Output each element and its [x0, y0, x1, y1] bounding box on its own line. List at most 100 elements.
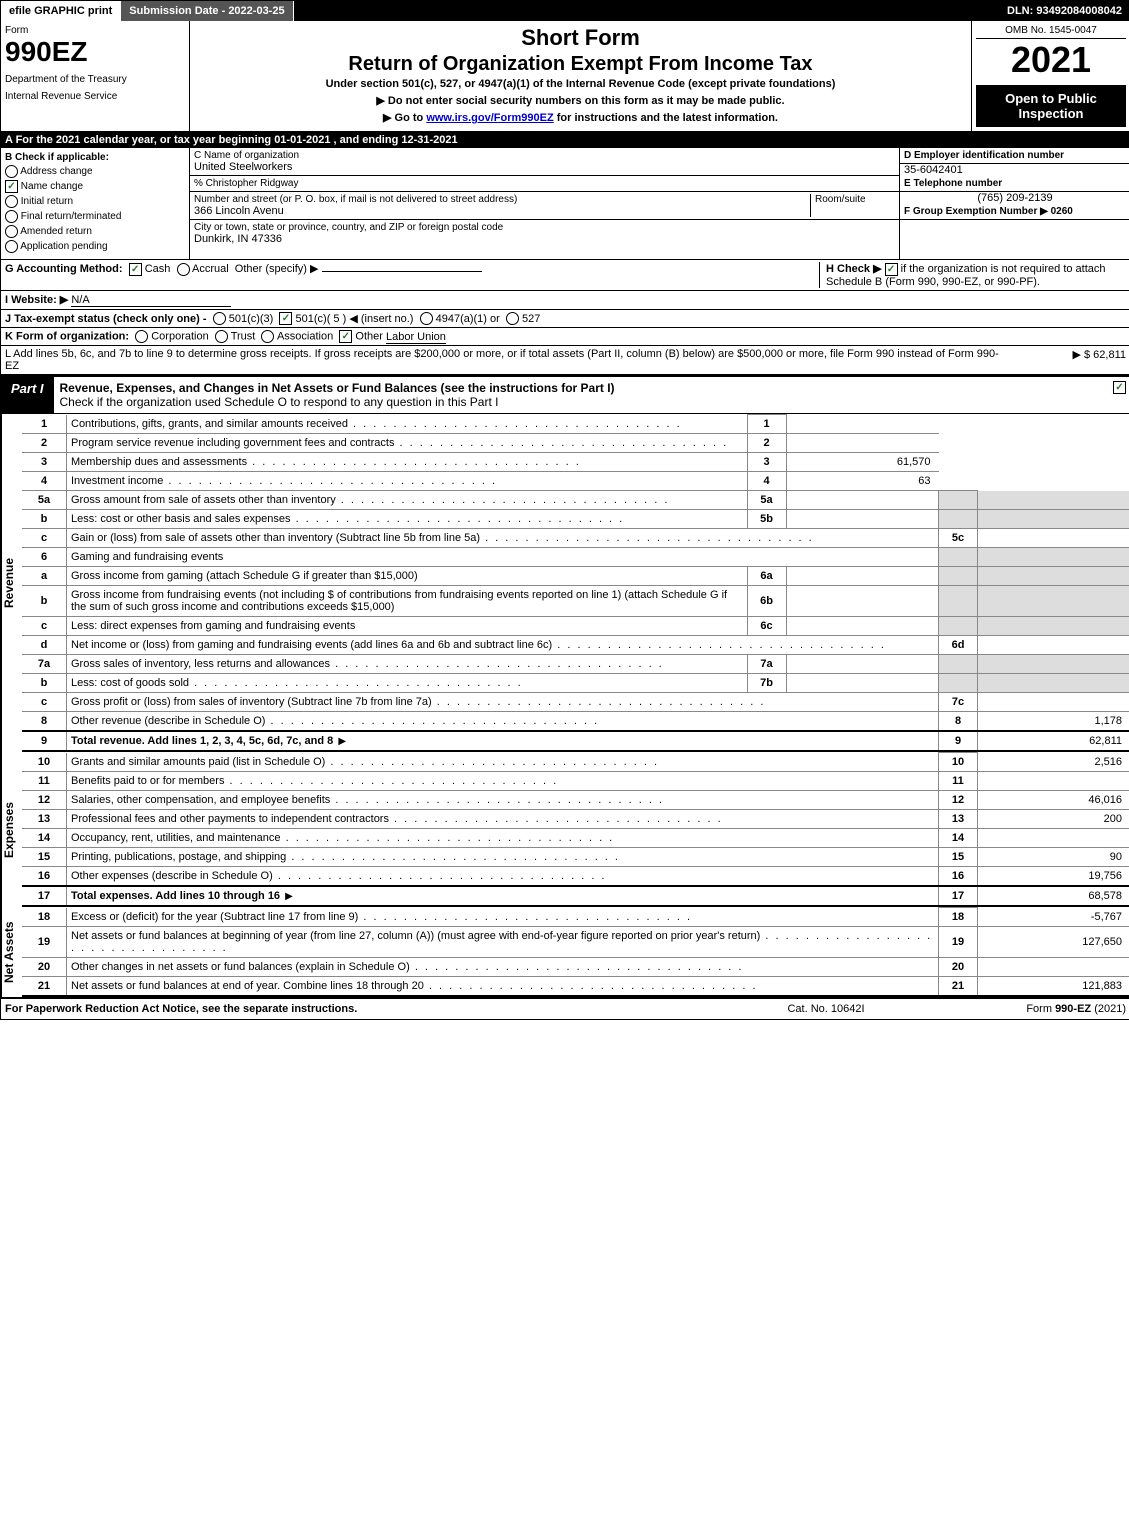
col-b-checkboxes: B Check if applicable: Address change Na… [1, 148, 190, 259]
short-form-title: Short Form [194, 25, 967, 51]
care-of: % Christopher Ridgway [194, 178, 299, 189]
street-address: 366 Lincoln Avenu [194, 205, 284, 217]
ein-value: 35-6042401 [900, 164, 1129, 176]
row-j-tax-exempt: J Tax-exempt status (check only one) - 5… [1, 310, 1129, 329]
i-label: I Website: ▶ [5, 294, 68, 306]
goto-pre: ▶ Go to [383, 112, 426, 124]
row-l-gross-receipts: L Add lines 5b, 6c, and 7b to line 9 to … [1, 346, 1129, 375]
l-amount: ▶ $ 62,811 [1006, 348, 1126, 372]
chk-name-change[interactable]: Name change [5, 180, 185, 193]
arrow-icon [336, 735, 348, 747]
revenue-label: Revenue [1, 414, 22, 752]
revenue-section: Revenue 1Contributions, gifts, grants, a… [1, 414, 1129, 752]
paperwork-notice: For Paperwork Reduction Act Notice, see … [5, 1003, 726, 1015]
other-org-value: Labor Union [386, 331, 446, 344]
irs-link[interactable]: www.irs.gov/Form990EZ [426, 112, 553, 124]
chk-501c3[interactable] [213, 312, 226, 325]
other-specify-input[interactable] [322, 271, 482, 272]
chk-application-pending[interactable]: Application pending [5, 240, 185, 253]
street-block: Number and street (or P. O. box, if mail… [190, 192, 899, 220]
accounting-method: G Accounting Method: Cash Accrual Other … [5, 262, 819, 288]
expenses-section: Expenses 10Grants and similar amounts pa… [1, 752, 1129, 907]
expenses-table: 10Grants and similar amounts paid (list … [22, 752, 1129, 907]
group-exemption: F Group Exemption Number ▶ 0260 [900, 204, 1129, 220]
subtitle: Under section 501(c), 527, or 4947(a)(1)… [194, 78, 967, 90]
dln-number: DLN: 93492084008042 [999, 1, 1129, 21]
part-i-tab: Part I [1, 377, 54, 413]
chk-527[interactable] [506, 312, 519, 325]
chk-association[interactable] [261, 330, 274, 343]
info-grid: B Check if applicable: Address change Na… [1, 148, 1129, 260]
website-value: N/A [71, 294, 231, 307]
dept-treasury: Department of the Treasury [5, 74, 185, 85]
k-label: K Form of organization: [5, 331, 129, 343]
form-number: 990EZ [5, 36, 185, 68]
chk-address-change[interactable]: Address change [5, 165, 185, 178]
chk-other-org[interactable] [339, 330, 352, 343]
main-title: Return of Organization Exempt From Incom… [194, 53, 967, 76]
chk-schedule-b[interactable] [885, 263, 898, 276]
header-center: Short Form Return of Organization Exempt… [190, 21, 972, 131]
header-left: Form 990EZ Department of the Treasury In… [1, 21, 190, 131]
revenue-table: 1Contributions, gifts, grants, and simil… [22, 414, 1129, 752]
room-suite-label: Room/suite [810, 194, 895, 217]
goto-post: for instructions and the latest informat… [554, 112, 778, 124]
h-check: H Check ▶ if the organization is not req… [819, 262, 1126, 288]
col-d-ids: D Employer identification number 35-6042… [900, 148, 1129, 259]
city-state-zip: Dunkirk, IN 47336 [194, 233, 282, 245]
chk-accrual[interactable] [177, 263, 190, 276]
arrow-icon [283, 890, 295, 902]
row-g-h: G Accounting Method: Cash Accrual Other … [1, 260, 1129, 291]
tax-year: 2021 [976, 39, 1126, 81]
net-assets-table: 18Excess or (deficit) for the year (Subt… [22, 907, 1129, 997]
h-label: H Check ▶ [826, 263, 882, 275]
tel-value: (765) 209-2139 [900, 192, 1129, 204]
chk-schedule-o[interactable] [1113, 381, 1126, 394]
part-i-header: Part I Revenue, Expenses, and Changes in… [1, 375, 1129, 414]
org-name-block: C Name of organization United Steelworke… [190, 148, 899, 176]
section-a: A For the 2021 calendar year, or tax yea… [1, 132, 1129, 148]
row-i-website: I Website: ▶ N/A [1, 291, 1129, 310]
chk-initial-return[interactable]: Initial return [5, 195, 185, 208]
tel-label: E Telephone number [900, 176, 1129, 192]
ein-label: D Employer identification number [900, 148, 1129, 164]
form-ref: Form 990-EZ (2021) [926, 1003, 1126, 1015]
expenses-label: Expenses [1, 752, 22, 907]
goto-instructions: ▶ Go to www.irs.gov/Form990EZ for instru… [194, 111, 967, 124]
group-number: 0260 [1051, 206, 1073, 217]
part-i-title: Revenue, Expenses, and Changes in Net As… [54, 377, 1082, 413]
form-page: efile GRAPHIC print Submission Date - 20… [0, 0, 1129, 1020]
care-of-block: % Christopher Ridgway [190, 176, 899, 192]
group-label: F Group Exemption Number ▶ [904, 206, 1048, 217]
chk-cash[interactable] [129, 263, 142, 276]
page-footer: For Paperwork Reduction Act Notice, see … [1, 997, 1129, 1019]
net-assets-label: Net Assets [1, 907, 22, 997]
l-text: L Add lines 5b, 6c, and 7b to line 9 to … [5, 348, 1006, 372]
omb-number: OMB No. 1545-0047 [976, 25, 1126, 39]
submission-date: Submission Date - 2022-03-25 [121, 1, 293, 21]
chk-final-return[interactable]: Final return/terminated [5, 210, 185, 223]
city-label: City or town, state or province, country… [194, 222, 503, 233]
part-i-check [1082, 377, 1129, 413]
g-label: G Accounting Method: [5, 263, 123, 275]
org-name-label: C Name of organization [194, 150, 299, 161]
col-b-header: B Check if applicable: [5, 152, 185, 163]
ssn-warning: ▶ Do not enter social security numbers o… [194, 94, 967, 107]
cat-number: Cat. No. 10642I [726, 1003, 926, 1015]
chk-4947[interactable] [420, 312, 433, 325]
form-header: Form 990EZ Department of the Treasury In… [1, 21, 1129, 132]
col-c-org-info: C Name of organization United Steelworke… [190, 148, 900, 259]
top-bar: efile GRAPHIC print Submission Date - 20… [1, 1, 1129, 21]
chk-corporation[interactable] [135, 330, 148, 343]
form-word: Form [5, 25, 185, 36]
part-i-check-text: Check if the organization used Schedule … [60, 395, 499, 409]
row-k-org-type: K Form of organization: Corporation Trus… [1, 328, 1129, 346]
efile-label[interactable]: efile GRAPHIC print [1, 1, 121, 21]
chk-trust[interactable] [215, 330, 228, 343]
dept-irs: Internal Revenue Service [5, 91, 185, 102]
street-label: Number and street (or P. O. box, if mail… [194, 194, 517, 205]
org-name: United Steelworkers [194, 161, 292, 173]
chk-501c[interactable] [279, 312, 292, 325]
city-block: City or town, state or province, country… [190, 220, 899, 247]
chk-amended-return[interactable]: Amended return [5, 225, 185, 238]
